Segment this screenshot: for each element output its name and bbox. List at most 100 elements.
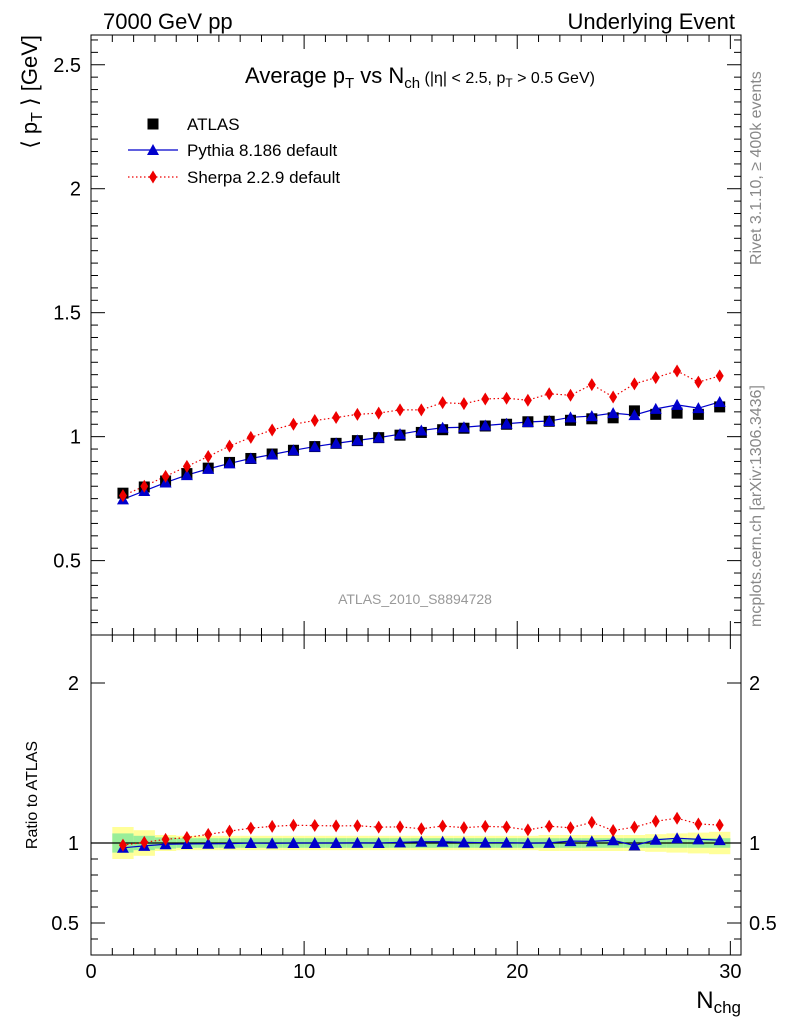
- ratio-point: [609, 824, 618, 838]
- data-point-solid-triangle: [713, 395, 726, 407]
- ratio-point: [523, 823, 532, 837]
- data-point-dotted-diamond: [694, 375, 703, 389]
- legend-label: Pythia 8.186 default: [187, 141, 338, 160]
- ratio-point: [545, 819, 554, 833]
- legend-marker: [147, 144, 159, 155]
- mcplots-label: mcplots.cern.ch [arXiv:1306.3436]: [748, 385, 765, 627]
- data-point-dotted-diamond: [523, 393, 532, 407]
- series-line-pythia: [122, 401, 720, 500]
- ratio-point: [481, 819, 490, 833]
- ratio-point: [543, 836, 556, 848]
- ratio-y-tick-label-right: 0.5: [749, 913, 777, 935]
- legend: ATLAS Pythia 8.186 default Sherpa 2.2.9 de…: [128, 115, 340, 187]
- legend-label: Sherpa 2.2.9 default: [187, 168, 340, 187]
- ratio-point: [396, 820, 405, 834]
- ratio-point: [459, 821, 468, 835]
- ratio-point: [415, 835, 428, 847]
- ratio-point: [287, 837, 300, 848]
- ratio-point: [182, 831, 191, 845]
- x-tick-label: 30: [719, 961, 741, 983]
- ratio-point: [479, 836, 492, 848]
- data-point-solid-triangle: [671, 398, 684, 410]
- rivet-label: Rivet 3.1.10, ≥ 400k events: [748, 71, 765, 265]
- data-point-dotted-diamond: [140, 479, 149, 493]
- ratio-point: [140, 835, 149, 849]
- ratio-y-tick-label-right: 2: [749, 673, 760, 695]
- ratio-point: [651, 814, 660, 828]
- data-point-dotted-diamond: [630, 377, 639, 391]
- ratio-point: [268, 819, 277, 833]
- data-point-solid-triangle: [202, 462, 215, 474]
- data-point-marker-square: [692, 408, 704, 420]
- data-point-solid-triangle: [372, 431, 385, 443]
- ratio-point: [225, 824, 234, 838]
- ratio-y-tick-label: 2: [68, 673, 79, 695]
- ratio-point: [394, 836, 407, 848]
- plot-title-part-5: T: [505, 76, 513, 90]
- data-point-solid-triangle: [628, 409, 641, 421]
- ratio-point: [630, 820, 639, 834]
- data-point-dotted-diamond: [268, 423, 277, 437]
- ratio-point: [502, 820, 511, 834]
- ratio-point: [500, 836, 513, 848]
- x-tick-label: 10: [293, 961, 315, 983]
- data-point-solid-triangle: [607, 407, 620, 419]
- data-point-solid-triangle: [394, 428, 407, 440]
- ratio-point: [332, 819, 341, 833]
- ratio-point: [246, 821, 255, 835]
- ratio-point: [649, 833, 662, 845]
- x-tick-label: 20: [506, 961, 528, 983]
- data-point-dotted-diamond: [417, 403, 426, 417]
- ratio-point: [585, 835, 598, 847]
- ratio-point: [244, 837, 257, 848]
- y-axis-label-part-1: T: [29, 112, 46, 122]
- data-point-dotted-diamond: [289, 417, 298, 431]
- data-point-dotted-diamond: [204, 449, 213, 463]
- ratio-point: [204, 827, 213, 841]
- ratio-point: [715, 818, 724, 832]
- data-point-dotted-diamond: [161, 469, 170, 483]
- ratio-point: [353, 819, 362, 833]
- header-right-label: Underlying Event: [567, 9, 735, 34]
- data-point-marker-square: [650, 408, 662, 420]
- data-point-solid-triangle: [180, 469, 193, 481]
- ratio-point: [587, 815, 596, 829]
- ratio-point: [308, 837, 321, 848]
- data-point-solid-triangle: [457, 421, 470, 433]
- data-point-solid-triangle: [564, 411, 577, 423]
- data-point-solid-triangle: [692, 402, 705, 414]
- ratio-point: [289, 818, 298, 832]
- data-point-dotted-diamond: [353, 407, 362, 421]
- ratio-point: [673, 811, 682, 825]
- ratio-point: [457, 836, 470, 848]
- data-point-dotted-diamond: [374, 406, 383, 420]
- y-axis-label-part-2: ⟩ [GeV]: [17, 35, 42, 112]
- ratio-point: [202, 837, 215, 849]
- main-panel: 0.511.522.5⟨ pT ⟩ [GeV] Average pT vs Nch…: [17, 34, 742, 636]
- x-tick-label: 0: [85, 961, 96, 983]
- ratio-point: [330, 837, 343, 848]
- legend-marker: [147, 118, 159, 130]
- ratio-frame: [90, 634, 742, 956]
- ratio-point: [521, 837, 534, 849]
- y-tick-label: 1.5: [53, 303, 81, 325]
- y-axis-label-part-0: ⟨ p: [17, 122, 42, 149]
- data-point-dotted-diamond: [715, 369, 724, 383]
- y-tick-label: 1: [70, 427, 81, 449]
- data-point-marker-square: [671, 407, 683, 419]
- ratio-point: [310, 819, 319, 833]
- data-point-dotted-diamond: [609, 390, 618, 404]
- data-point-dotted-diamond: [332, 411, 341, 425]
- plot-title: Average pT vs Nch (|η| < 2.5, pT > 0.5 G…: [245, 63, 595, 92]
- data-point-solid-triangle: [415, 424, 428, 436]
- legend-marker: [149, 170, 157, 184]
- y-tick-label: 2.5: [53, 55, 81, 77]
- ratio-y-tick-label: 1: [68, 833, 79, 855]
- legend-label: ATLAS: [187, 115, 240, 134]
- ratio-axis-label: Ratio to ATLAS: [24, 741, 41, 849]
- y-tick-label: 2: [70, 179, 81, 201]
- ratio-point: [671, 832, 684, 844]
- data-point-dotted-diamond: [673, 364, 682, 378]
- ratio-point: [607, 834, 620, 846]
